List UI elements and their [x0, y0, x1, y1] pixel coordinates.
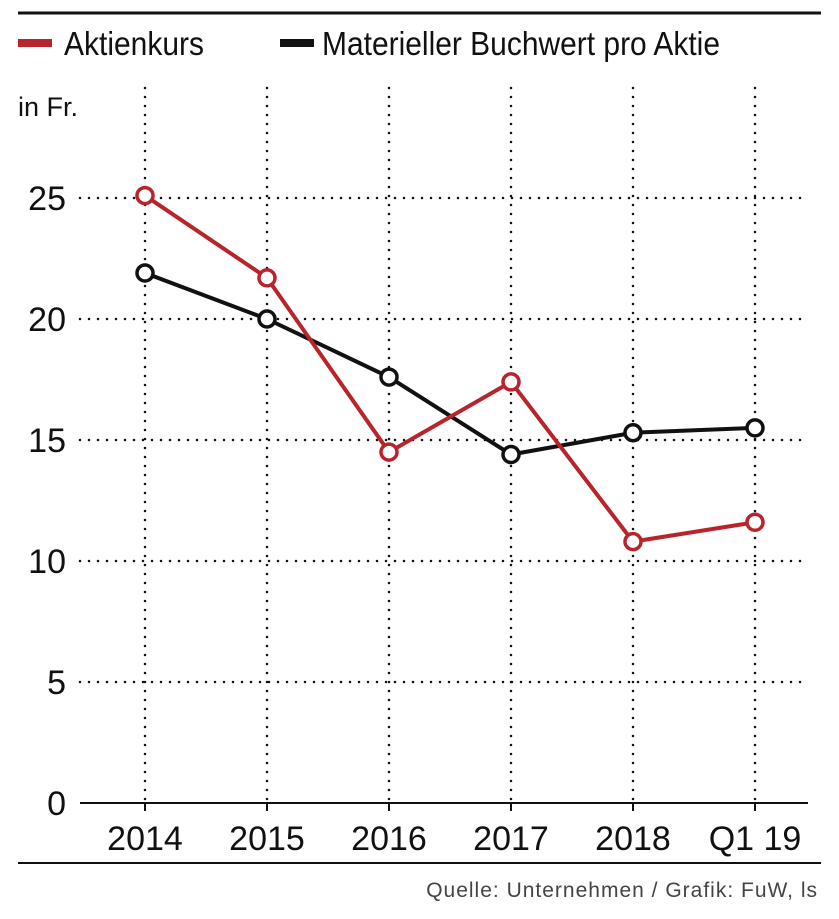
data-point-aktienkurs — [257, 268, 277, 288]
grid-layer — [78, 86, 810, 805]
data-point-aktienkurs — [135, 185, 155, 206]
y-tick-label: 25 — [28, 180, 66, 218]
series-layer — [135, 185, 765, 552]
series-line-aktienkurs — [143, 193, 757, 544]
y-tick-label: 0 — [47, 785, 66, 823]
x-tick-label: 2014 — [107, 820, 183, 858]
x-tick-label: 2017 — [473, 820, 549, 858]
data-point-buchwert — [501, 444, 521, 465]
y-tick-label: 10 — [28, 543, 66, 581]
data-point-buchwert — [379, 367, 399, 387]
x-tick-label: 2015 — [229, 820, 305, 858]
x-tick-label: 2016 — [351, 820, 427, 858]
x-tick-label: Q1 19 — [709, 820, 802, 858]
source-note: Quelle: Unternehmen / Grafik: FuW, ls — [426, 879, 818, 902]
data-point-buchwert — [257, 309, 277, 329]
y-tick-label: 15 — [28, 422, 66, 460]
data-point-aktienkurs — [623, 531, 643, 552]
data-point-buchwert — [623, 422, 643, 443]
y-tick-label: 5 — [47, 664, 66, 702]
data-point-aktienkurs — [745, 512, 765, 533]
x-tick-label: 2018 — [595, 820, 671, 858]
legend-label-buchwert: Materieller Buchwert pro Aktie — [322, 25, 720, 62]
series-line-buchwert — [143, 271, 757, 457]
legend-label-aktienkurs: Aktienkurs — [64, 25, 204, 62]
data-point-buchwert — [745, 418, 765, 438]
data-point-buchwert — [135, 263, 155, 283]
y-axis-unit-label: in Fr. — [18, 92, 78, 122]
legend: Aktienkurs Materieller Buchwert pro Akti… — [18, 25, 720, 62]
y-tick-label: 20 — [28, 301, 66, 339]
axis-layer: 0 5 10 15 20 25 2014 2015 2016 2017 2018 Q1 19 — [28, 180, 808, 858]
data-point-aktienkurs — [501, 372, 521, 392]
data-point-aktienkurs — [379, 442, 399, 462]
